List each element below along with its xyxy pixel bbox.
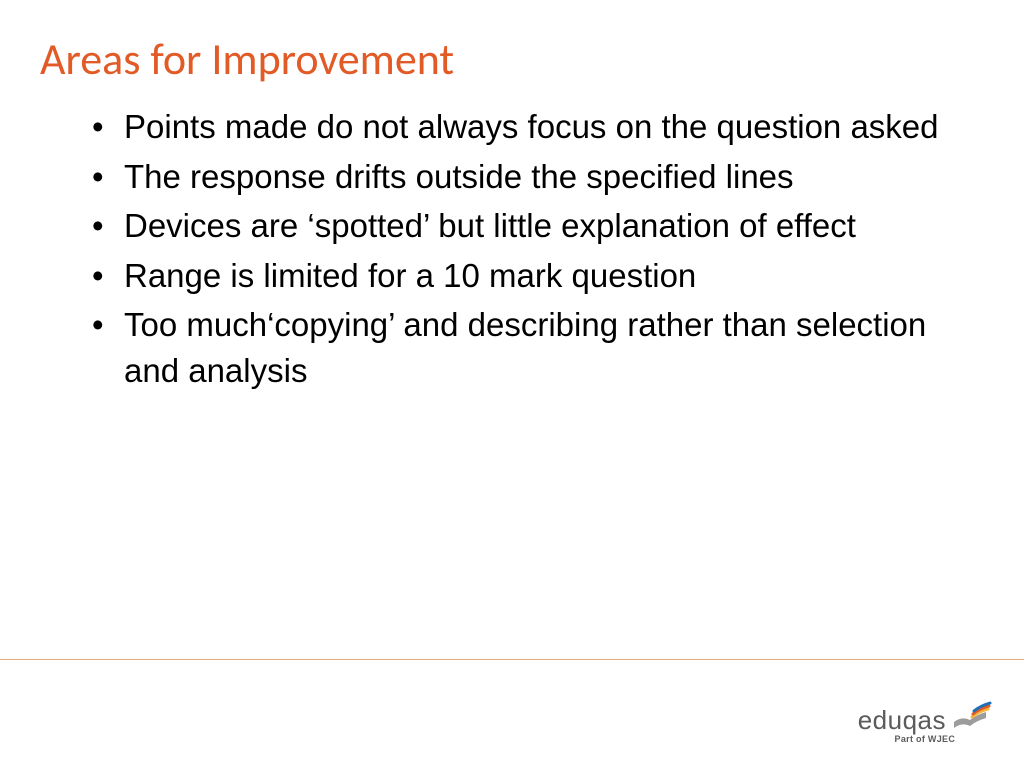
bullet-item: Too much‘copying’ and describing rather … — [100, 302, 984, 393]
logo-subtext: Part of WJEC — [895, 734, 956, 744]
eduqas-logo: eduqas Part of WJEC — [858, 700, 992, 744]
bullet-list: Points made do not always focus on the q… — [40, 104, 984, 393]
bullet-item: Points made do not always focus on the q… — [100, 104, 984, 150]
logo-row: eduqas — [858, 700, 992, 736]
horizontal-divider — [0, 659, 1024, 660]
slide-title: Areas for Improvement — [40, 32, 984, 86]
bullet-item: The response drifts outside the specifie… — [100, 154, 984, 200]
bullet-item: Devices are ‘spotted’ but little explana… — [100, 203, 984, 249]
bullet-item: Range is limited for a 10 mark question — [100, 253, 984, 299]
book-icon — [952, 700, 992, 730]
slide-container: Areas for Improvement Points made do not… — [0, 0, 1024, 768]
logo-text: eduqas — [858, 705, 946, 736]
